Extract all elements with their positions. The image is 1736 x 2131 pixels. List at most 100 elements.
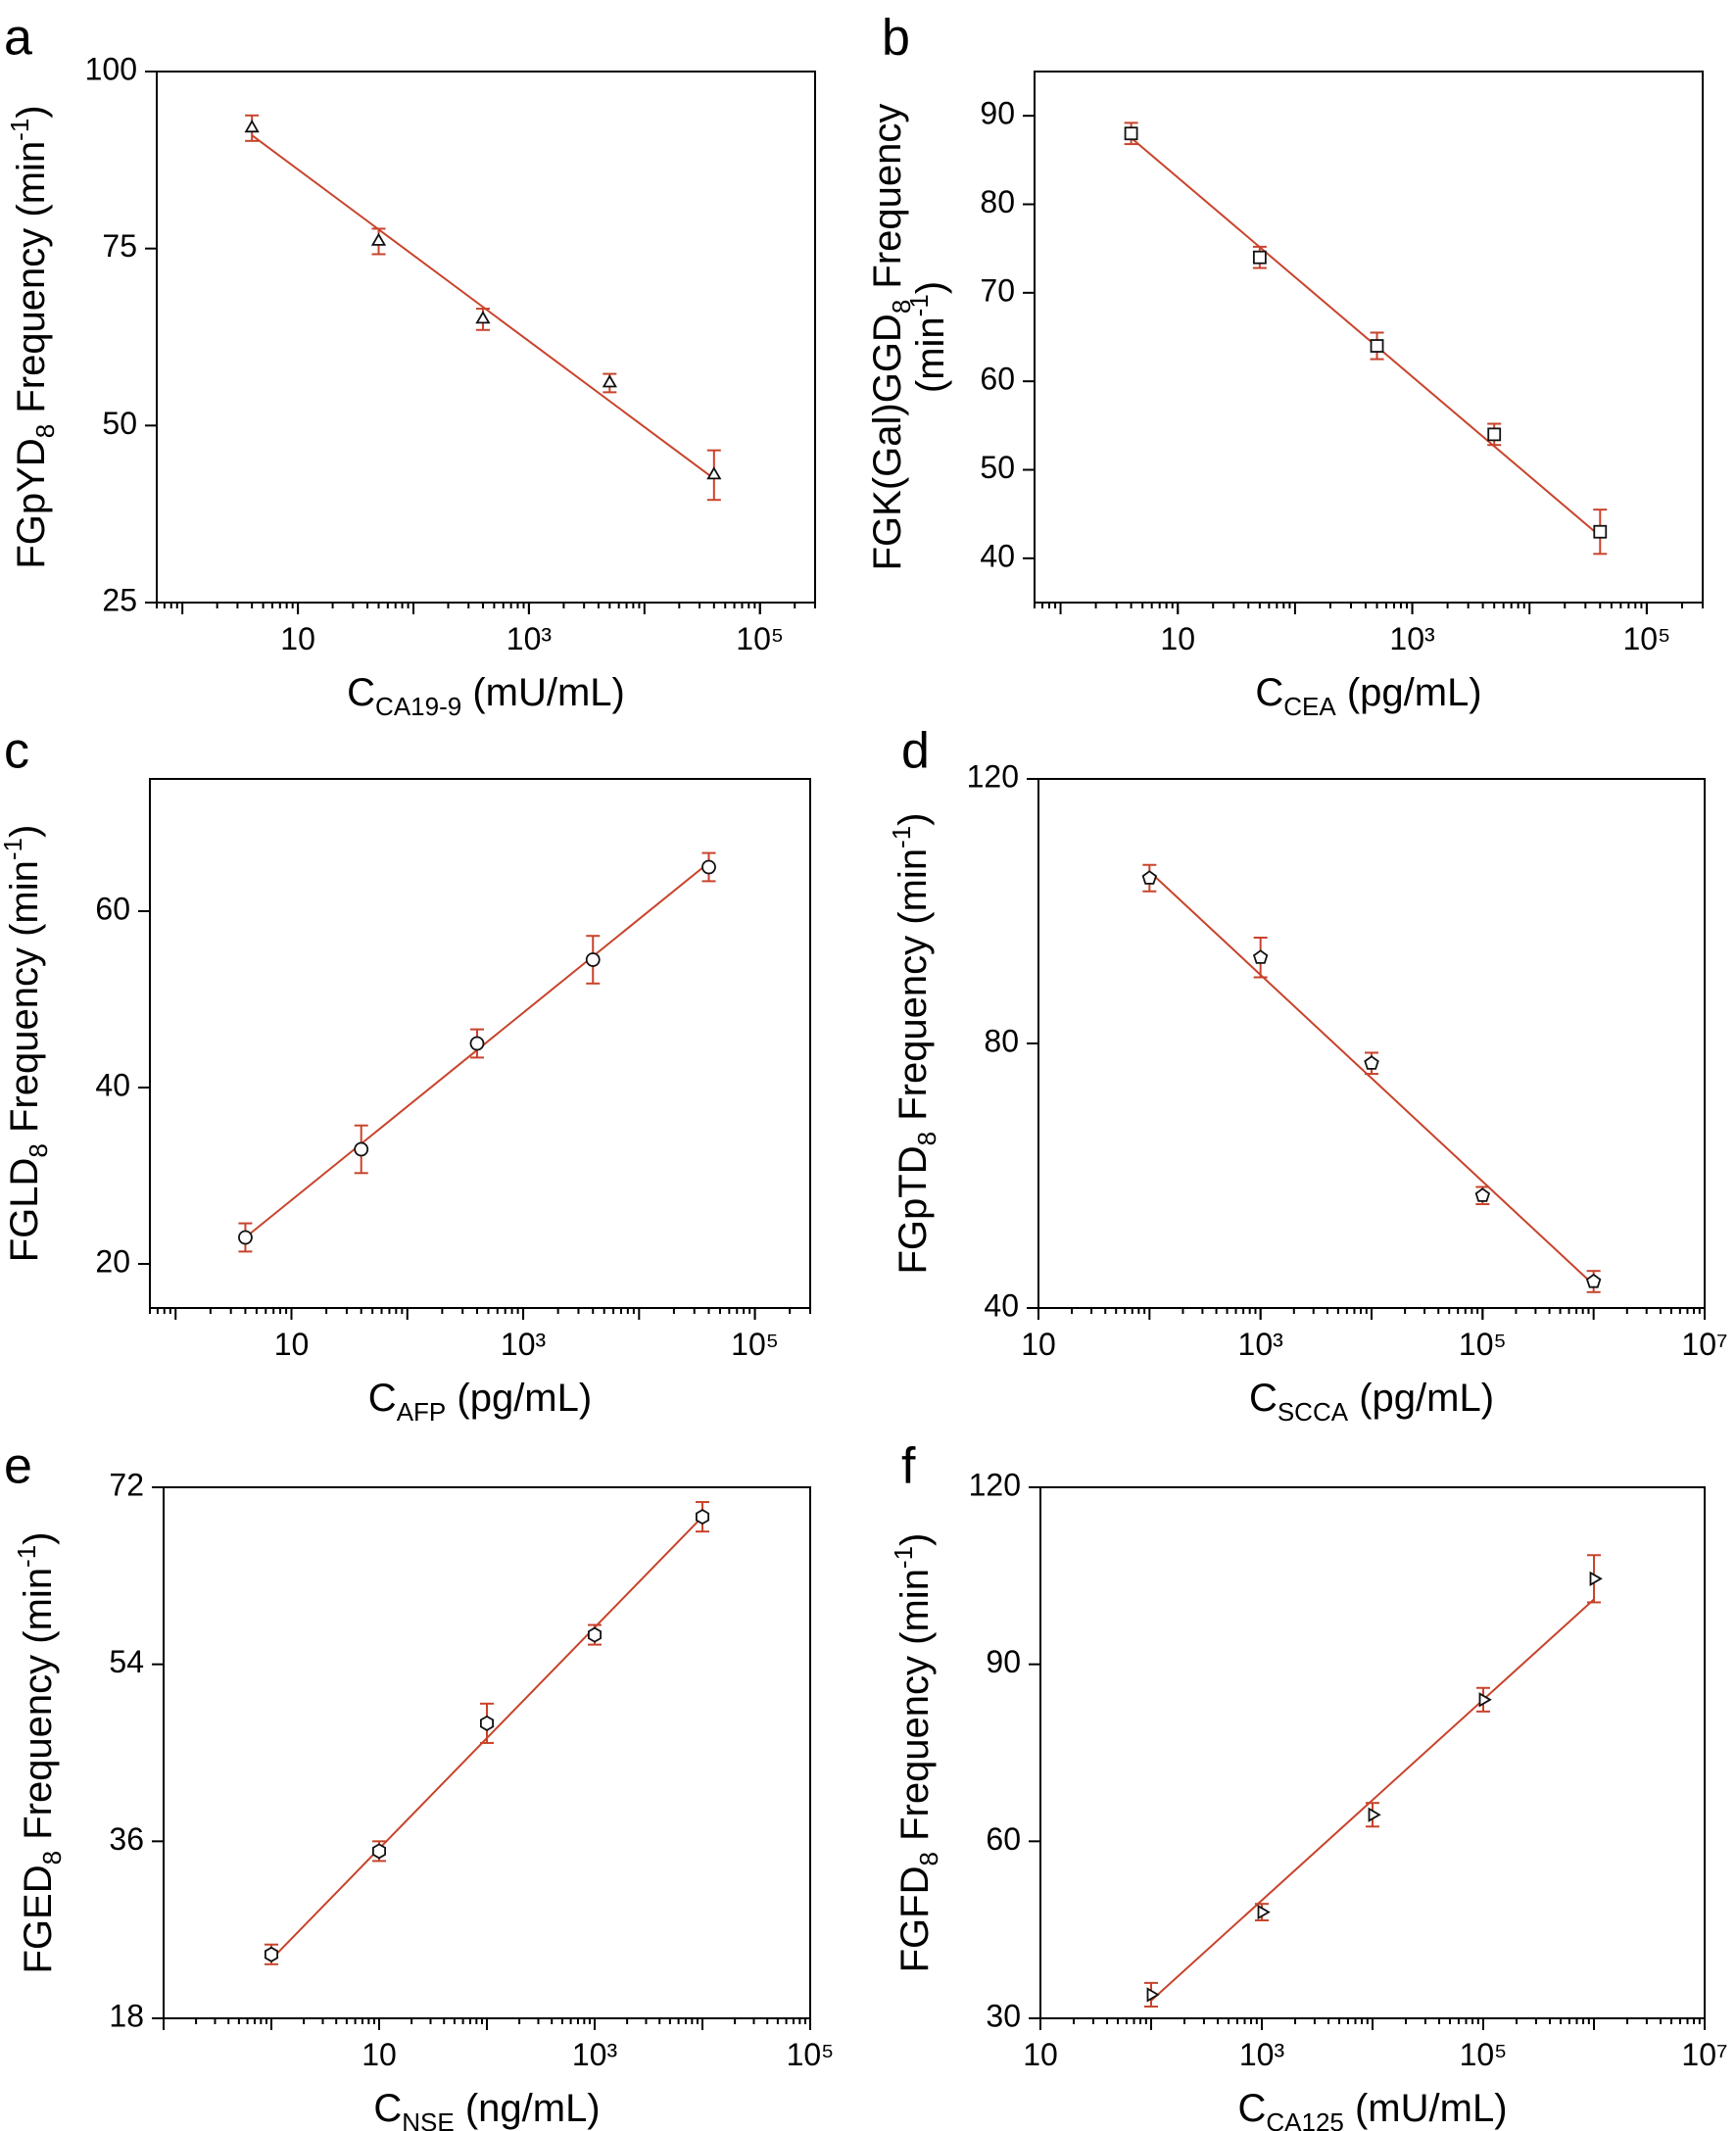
x-axis-label: CCA125 (mU/mL) xyxy=(1237,2087,1507,2131)
x-label-subscript: SCCA xyxy=(1278,1397,1349,1427)
x-tick-label: 10³ xyxy=(501,1327,547,1362)
y-label-superscript: -1 xyxy=(889,1546,918,1569)
y-label-superscript: -1 xyxy=(904,294,934,316)
data-point xyxy=(1478,1692,1492,1708)
x-tick-label: 10³ xyxy=(572,2037,618,2072)
x-tick-label: 10⁵ xyxy=(1622,621,1670,656)
data-point xyxy=(244,119,260,133)
x-label-unit: (mU/mL) xyxy=(1344,2087,1508,2130)
y-tick-label: 18 xyxy=(109,1998,144,2033)
chart-panel-b: b 10 10³ 10⁵ 40 50 60 70 80 90 CCEA (pg/mL) FGK(Gal… xyxy=(866,10,1704,721)
data-point xyxy=(1593,524,1608,539)
y-axis-label: FGK(Gal)GGD8 Frequency xyxy=(866,104,916,571)
fit-line xyxy=(1130,136,1601,538)
data-point xyxy=(1146,1987,1160,2003)
x-tick-label: 10 xyxy=(274,1327,310,1362)
x-tick-label: 10⁵ xyxy=(787,2037,835,2072)
data-point xyxy=(1370,339,1384,353)
y-label-text: ) xyxy=(909,281,952,294)
panel-label: c xyxy=(4,723,29,780)
plot-frame xyxy=(163,1486,811,2019)
x-axis-label: CCA19-9 (mU/mL) xyxy=(347,671,625,721)
y-tick-label: 75 xyxy=(102,228,137,264)
data-point xyxy=(475,311,491,324)
data-point xyxy=(238,1230,253,1245)
data-point xyxy=(588,1626,602,1643)
data-point xyxy=(1257,1904,1271,1920)
chart-panel-c: c 10 10³ 10⁵ 20 40 60 CAFP (pg/mL) FGLD8 Frequen… xyxy=(0,723,811,1427)
y-label-superscript: -1 xyxy=(5,119,34,141)
data-point xyxy=(1141,870,1158,885)
y-tick-label: 40 xyxy=(984,1287,1019,1323)
x-tick-label: 10³ xyxy=(506,621,553,656)
x-tick-label: 10⁷ xyxy=(1681,2037,1727,2072)
chart-panel-a: a 10 10³ 10⁵ 25 50 75 100 CCA19-9 (mU/mL) FGpYD8 … xyxy=(4,10,816,721)
y-label-text: Frequency (min xyxy=(10,141,53,424)
y-tick-label: 25 xyxy=(102,582,137,617)
x-tick-label: 10³ xyxy=(1238,1327,1284,1362)
chart-panel-f: f 10 10³ 10⁵ 10⁷ 30 60 90 120 CCA125 (mU/mL) FGFD8… xyxy=(889,1438,1728,2131)
y-tick-label: 120 xyxy=(967,758,1019,794)
x-label-symbol: C xyxy=(1237,2087,1266,2130)
panel-label: a xyxy=(4,10,32,67)
fit-line xyxy=(1150,1598,1595,2002)
y-tick-label: 36 xyxy=(109,1821,144,1857)
x-label-unit: (mU/mL) xyxy=(461,671,625,714)
panel-label: f xyxy=(901,1438,916,1495)
x-tick-label: 10⁵ xyxy=(1459,1327,1507,1362)
y-axis-label: FGFD8 Frequency (min-1) xyxy=(889,1533,943,1973)
y-label-subscript: 8 xyxy=(30,424,60,438)
x-axis-label: CCEA (pg/mL) xyxy=(1255,671,1481,721)
y-label-text: ) xyxy=(3,825,46,838)
y-tick-label: 100 xyxy=(85,51,137,86)
y-tick-label: 50 xyxy=(980,450,1015,485)
fit-line xyxy=(1148,870,1595,1286)
panel-label: d xyxy=(901,723,930,780)
x-tick-label: 10 xyxy=(1023,2037,1058,2072)
y-axis-label: FGLD8 Frequency (min-1) xyxy=(0,825,53,1263)
y-label-text: Frequency xyxy=(866,104,909,300)
x-axis-label: CNSE (ng/mL) xyxy=(373,2087,600,2131)
y-tick-label: 80 xyxy=(980,184,1015,219)
x-tick-label: 10 xyxy=(1160,621,1195,656)
y-axis-label: FGED8 Frequency (min-1) xyxy=(12,1531,67,1973)
x-label-symbol: C xyxy=(1255,671,1283,714)
data-point xyxy=(1124,126,1138,141)
data-point xyxy=(1487,427,1502,442)
x-tick-label: 10⁵ xyxy=(736,621,784,656)
y-label-subscript: 8 xyxy=(914,1852,943,1865)
data-point xyxy=(701,859,716,875)
data-point xyxy=(696,1509,709,1526)
data-point xyxy=(1364,1055,1379,1070)
y-tick-label: 120 xyxy=(969,1467,1021,1502)
data-point xyxy=(1252,250,1267,265)
x-axis-label: CSCCA (pg/mL) xyxy=(1249,1377,1494,1427)
x-label-subscript: CA125 xyxy=(1266,2107,1344,2131)
x-tick-label: 10 xyxy=(362,2037,397,2072)
y-label-text: (min xyxy=(909,316,952,393)
y-label-text: FGED xyxy=(17,1865,60,1973)
x-label-subscript: CEA xyxy=(1283,692,1336,721)
data-point xyxy=(370,232,387,246)
y-label-text: Frequency (min xyxy=(893,1569,937,1852)
y-axis-label: FGpTD8 Frequency (min-1) xyxy=(887,812,941,1274)
x-label-symbol: C xyxy=(373,2087,402,2130)
y-label-text: FGLD xyxy=(3,1158,46,1263)
data-point xyxy=(354,1141,369,1157)
data-point xyxy=(1368,1807,1381,1822)
y-axis-label: (min-1) xyxy=(904,281,952,393)
x-tick-label: 10⁵ xyxy=(1460,2037,1508,2072)
y-label-superscript: -1 xyxy=(887,826,916,848)
y-label-text: FGpTD xyxy=(892,1145,935,1274)
panel-label: e xyxy=(4,1438,32,1495)
y-tick-label: 30 xyxy=(986,1998,1021,2033)
x-label-unit: (pg/mL) xyxy=(446,1377,592,1420)
data-point xyxy=(1585,1273,1602,1288)
y-label-subscript: 8 xyxy=(24,1143,53,1157)
x-tick-label: 10⁵ xyxy=(731,1327,779,1362)
panel-label: b xyxy=(882,10,910,67)
x-tick-label: 10 xyxy=(280,621,315,656)
y-label-superscript: -1 xyxy=(12,1545,41,1568)
y-label-text: ) xyxy=(10,105,53,118)
